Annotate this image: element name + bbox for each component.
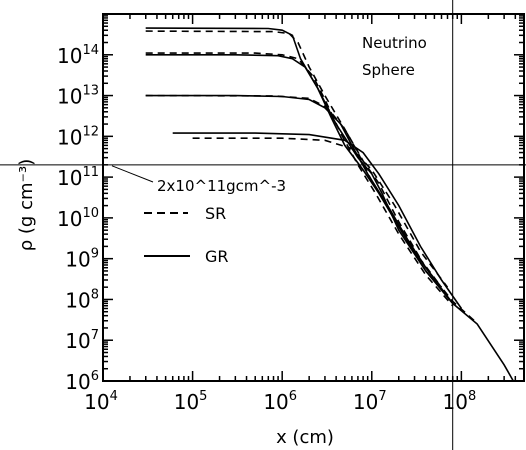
density-marker-label: 2x10^11gcm^-3 [157,177,286,195]
series-line-8 [192,137,449,288]
annotations: Neutrino Sphere 2x10^11gcm^-3 [157,34,427,195]
x-tick-label: 104 [84,389,118,414]
y-tick-label: 107 [65,328,99,353]
x-tick-label: 107 [353,389,387,414]
series-line-6 [145,94,443,288]
density-marker-pointer [111,165,154,183]
series-line-3 [145,54,454,304]
x-tick-label: 105 [174,389,208,414]
x-axis-title: x (cm) [276,427,334,448]
legend: SR GR [144,204,229,266]
legend-sr-label: SR [205,204,226,223]
y-tick-label: 108 [65,287,99,312]
y-tick-label: 1012 [57,124,99,149]
series-line-1 [145,27,514,382]
x-tick-label: 106 [263,389,297,414]
series-line-5 [145,94,454,304]
series-lines [145,27,514,382]
series-line-7 [172,132,463,309]
y-tick-label: 109 [65,247,99,272]
neutrino-sphere-label-line2: Sphere [362,61,415,79]
plot-frame [102,13,525,382]
series-line-2 [145,30,478,324]
neutrino-sphere-label-line1: Neutrino [362,34,427,52]
y-tick-label: 1013 [57,84,99,109]
x-tick-label: 108 [443,389,477,414]
y-tick-label: 1010 [57,206,99,231]
y-tick-label: 1011 [57,165,99,190]
legend-gr-label: GR [205,247,229,266]
y-tick-label: 106 [65,369,99,394]
y-tick-label: 1014 [57,43,99,68]
y-axis-title: ρ (g cm⁻³) [16,159,37,252]
